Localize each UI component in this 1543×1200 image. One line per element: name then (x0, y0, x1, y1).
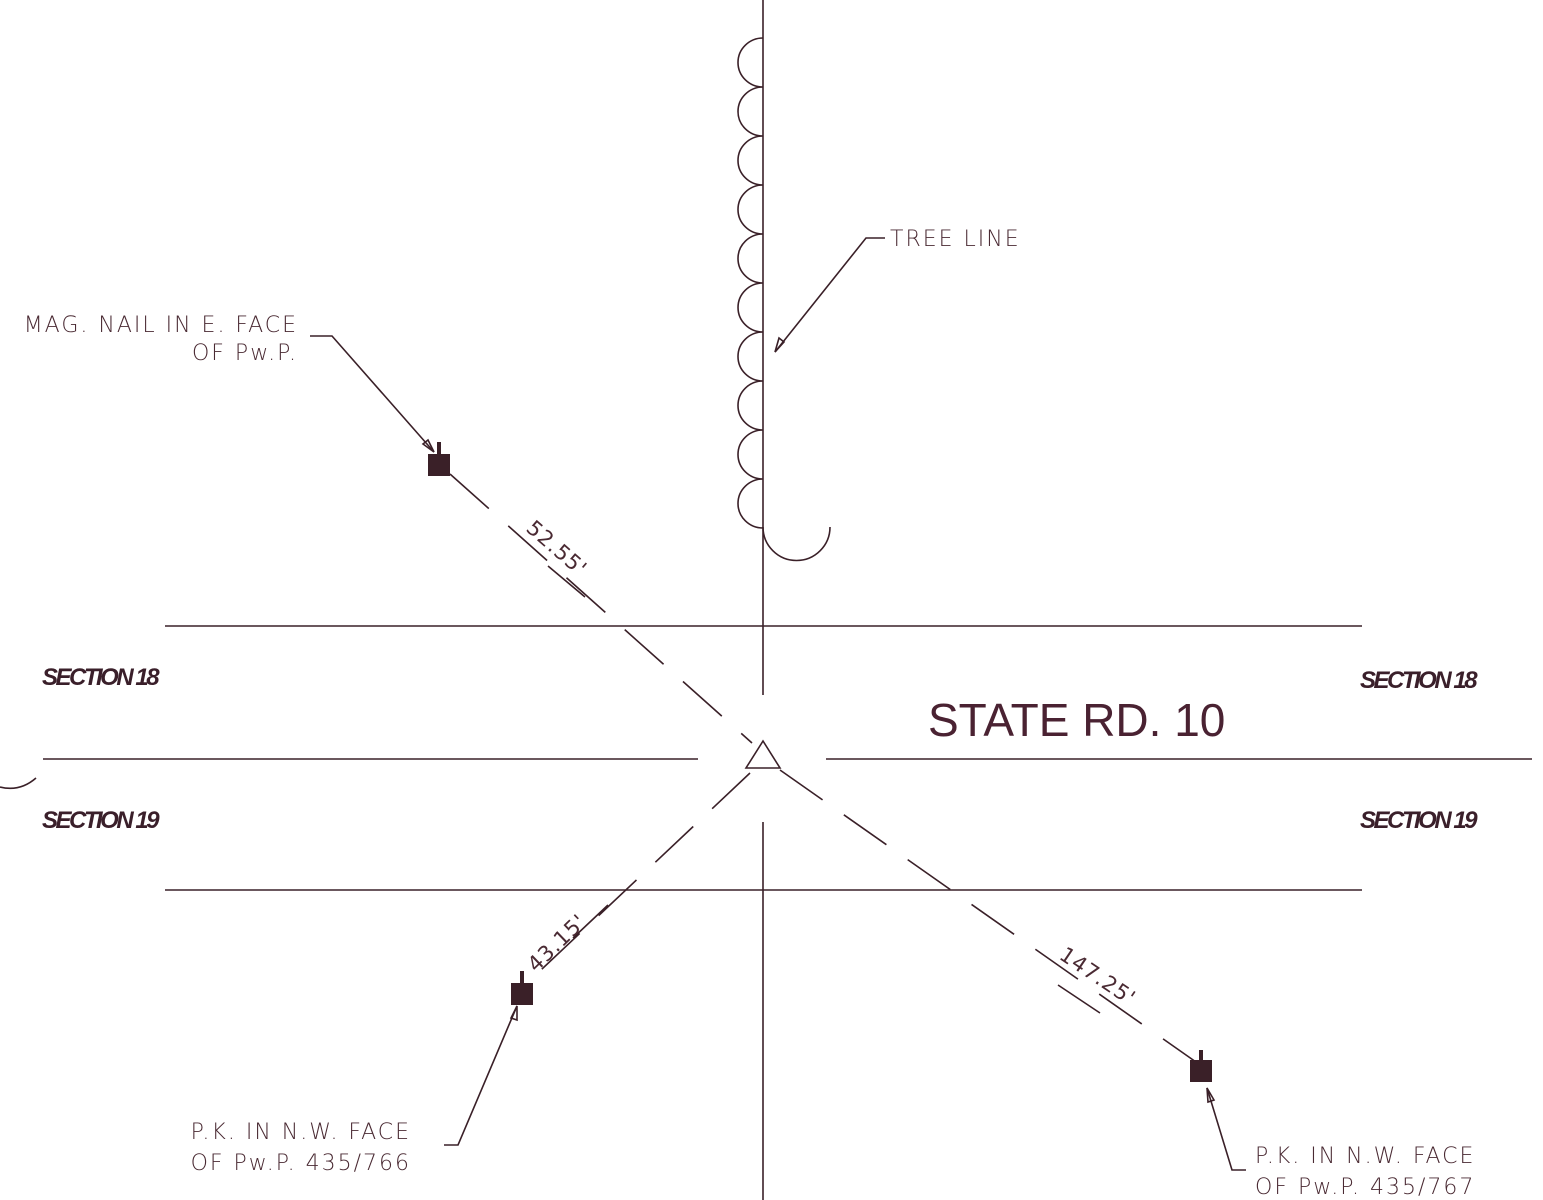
nail-marker (428, 442, 450, 476)
label: OF Pw.P. 435/766 (191, 1151, 411, 1176)
label: OF Pw.P. (192, 341, 298, 366)
section-label: SECTION 18 (42, 664, 160, 691)
tree-line (737, 37, 831, 562)
label: MAG. NAIL IN E. FACE (24, 313, 298, 338)
section-label: SECTION 18 (1360, 667, 1478, 694)
arrowhead (774, 336, 786, 353)
road-name: STATE RD. 10 (928, 694, 1225, 746)
arc-fragment (0, 777, 37, 790)
tie-line (524, 772, 751, 986)
leader (444, 1005, 518, 1146)
section-label: SECTION 19 (42, 807, 160, 834)
leader (774, 237, 885, 353)
dimension-line (572, 904, 609, 939)
tie-line (449, 473, 753, 744)
leader (310, 335, 435, 453)
distance-label: 43.15' (523, 909, 591, 976)
dimension-line (547, 565, 586, 598)
label: TREE LINE (890, 227, 1021, 252)
label: P.K. IN N.W. FACE (191, 1120, 411, 1145)
tie-line (779, 769, 1197, 1063)
distance-label: 147.25' (1055, 942, 1140, 1010)
nail-marker (511, 971, 533, 1005)
dimension-line (1057, 984, 1101, 1014)
label: P.K. IN N.W. FACE (1255, 1144, 1475, 1169)
arrowhead (421, 438, 435, 453)
control-point (744, 739, 782, 769)
leader (1206, 1087, 1246, 1171)
arrowhead (509, 1005, 518, 1022)
nail-marker (1190, 1050, 1212, 1082)
arrowhead (1206, 1087, 1216, 1104)
section-label: SECTION 19 (1360, 807, 1478, 834)
label: OF Pw.P. 435/767 (1255, 1175, 1475, 1200)
